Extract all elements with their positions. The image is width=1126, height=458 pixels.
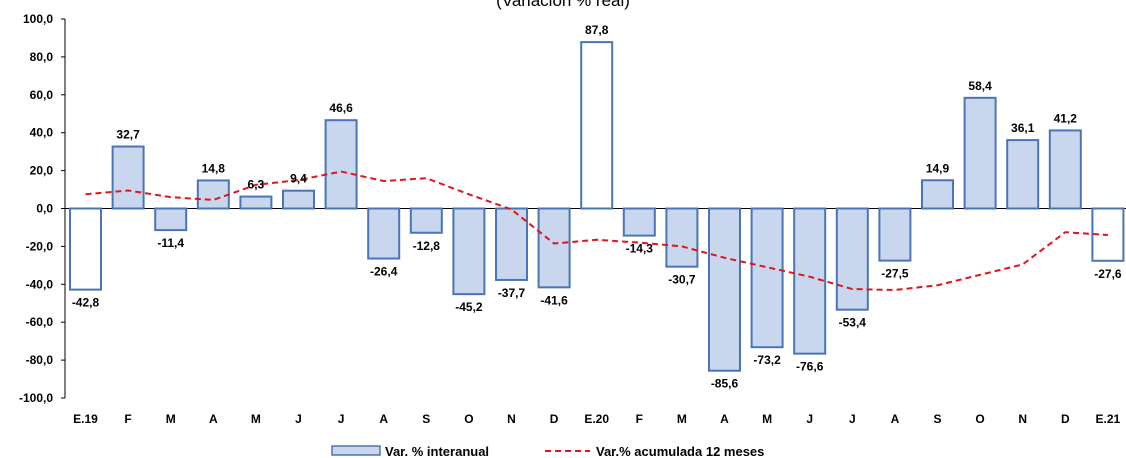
data-label: -42,8	[72, 296, 100, 310]
y-tick-label: 0,0	[36, 202, 53, 216]
data-label: -37,7	[498, 286, 526, 300]
data-label: 46,6	[329, 101, 353, 115]
legend: Var. % interanual Var.% acumulada 12 mes…	[331, 444, 764, 458]
x-tick-label: S	[933, 412, 941, 426]
data-label: 6,3	[248, 178, 265, 192]
data-label: -26,4	[370, 265, 398, 279]
data-label: -30,7	[668, 273, 696, 287]
data-labels: -42,8 32,7 -11,4 14,8 6,3 9,4 46,6 -26,4 -12,8 -4…	[72, 23, 1122, 391]
y-tick-label: -40,0	[26, 277, 54, 291]
bar	[537, 207, 571, 289]
bar	[921, 179, 954, 210]
y-tick-label: -60,0	[26, 315, 54, 329]
bar	[1006, 139, 1040, 210]
chart-subtitle: (Variación % real)	[496, 0, 630, 10]
y-tick-label: 100,0	[23, 12, 53, 26]
data-label: -12,8	[413, 239, 441, 253]
data-label: -41,6	[540, 293, 568, 307]
x-tick-label: A	[379, 412, 388, 426]
bar	[409, 207, 443, 234]
bar	[750, 207, 784, 349]
bar	[69, 207, 102, 291]
x-tick-label: E.19	[73, 412, 98, 426]
bar	[1048, 129, 1082, 210]
legend-bar-swatch	[331, 445, 381, 456]
x-tick-label: A	[209, 412, 218, 426]
data-label: 32,7	[116, 128, 140, 142]
data-label: 9,4	[290, 172, 307, 186]
x-tick-label: M	[166, 412, 176, 426]
data-label: 36,1	[1011, 121, 1035, 135]
bar	[196, 179, 230, 210]
data-label: -27,6	[1094, 267, 1122, 281]
bar	[963, 96, 997, 210]
bar	[452, 207, 486, 296]
data-label: -45,2	[455, 300, 483, 314]
x-tick-label: O	[464, 412, 473, 426]
bar	[239, 195, 273, 210]
cumulative-line	[85, 170, 1108, 291]
bar	[793, 207, 827, 355]
y-tick-label: 80,0	[30, 50, 54, 64]
x-tick-label: D	[550, 412, 559, 426]
y-tick-label: 20,0	[30, 164, 54, 178]
x-tick-label: A	[891, 412, 900, 426]
bar	[495, 207, 528, 281]
data-label: -27,5	[881, 267, 909, 281]
x-tick-label: J	[849, 412, 856, 426]
data-label: 14,8	[202, 161, 226, 175]
data-label: 87,8	[585, 23, 609, 37]
x-tick-label: J	[295, 412, 302, 426]
y-tick-label: 40,0	[30, 126, 54, 140]
x-tick-label: E.20	[584, 412, 609, 426]
legend-line-label: Var.% acumulada 12 meses	[596, 444, 764, 458]
y-tick-label: -20,0	[26, 239, 54, 253]
x-tick-label: J	[806, 412, 813, 426]
bar	[835, 207, 869, 311]
data-label: -53,4	[839, 316, 867, 330]
x-tick-label: M	[762, 412, 772, 426]
x-tick-label: N	[507, 412, 516, 426]
data-label: 58,4	[968, 79, 992, 93]
x-tick-label: A	[720, 412, 729, 426]
bar	[367, 207, 401, 260]
x-tick-label: M	[251, 412, 261, 426]
bar	[580, 41, 614, 210]
bar	[708, 207, 741, 372]
data-label: 14,9	[926, 161, 950, 175]
x-tick-label: E.21	[1096, 412, 1121, 426]
y-tick-label: -80,0	[26, 353, 54, 367]
data-label: 41,2	[1054, 111, 1078, 125]
data-label: -11,4	[157, 236, 184, 250]
y-tick-label: 60,0	[30, 88, 54, 102]
y-tick-label: -100,0	[19, 391, 53, 405]
data-label: -85,6	[711, 377, 739, 391]
x-tick-label: S	[422, 412, 430, 426]
bar	[154, 207, 188, 232]
bar	[282, 189, 315, 210]
x-tick-label: F	[124, 412, 131, 426]
data-label: -73,2	[753, 353, 781, 367]
data-label: -14,3	[626, 242, 654, 256]
x-tick-label: O	[975, 412, 984, 426]
bar-series	[69, 41, 1125, 372]
data-label: -76,6	[796, 360, 824, 374]
bar	[111, 145, 145, 210]
bar	[324, 119, 358, 210]
line-series	[85, 170, 1108, 291]
legend-bar-label: Var. % interanual	[385, 444, 489, 458]
bar	[622, 207, 656, 237]
bar	[878, 207, 912, 262]
x-tick-label: F	[636, 412, 643, 426]
y-axis: 100,0 80,0 60,0 40,0 20,0 0,0 -20,0 -40,0 -60,0 -…	[19, 12, 66, 405]
x-tick-label: N	[1018, 412, 1027, 426]
x-tick-label: M	[677, 412, 687, 426]
bar	[665, 207, 699, 268]
x-tick-label: J	[338, 412, 345, 426]
x-axis: E.19 F M A M J J A S O N D E.20 F M A M J J A S O N D E.21	[65, 208, 1126, 426]
x-tick-label: D	[1061, 412, 1070, 426]
